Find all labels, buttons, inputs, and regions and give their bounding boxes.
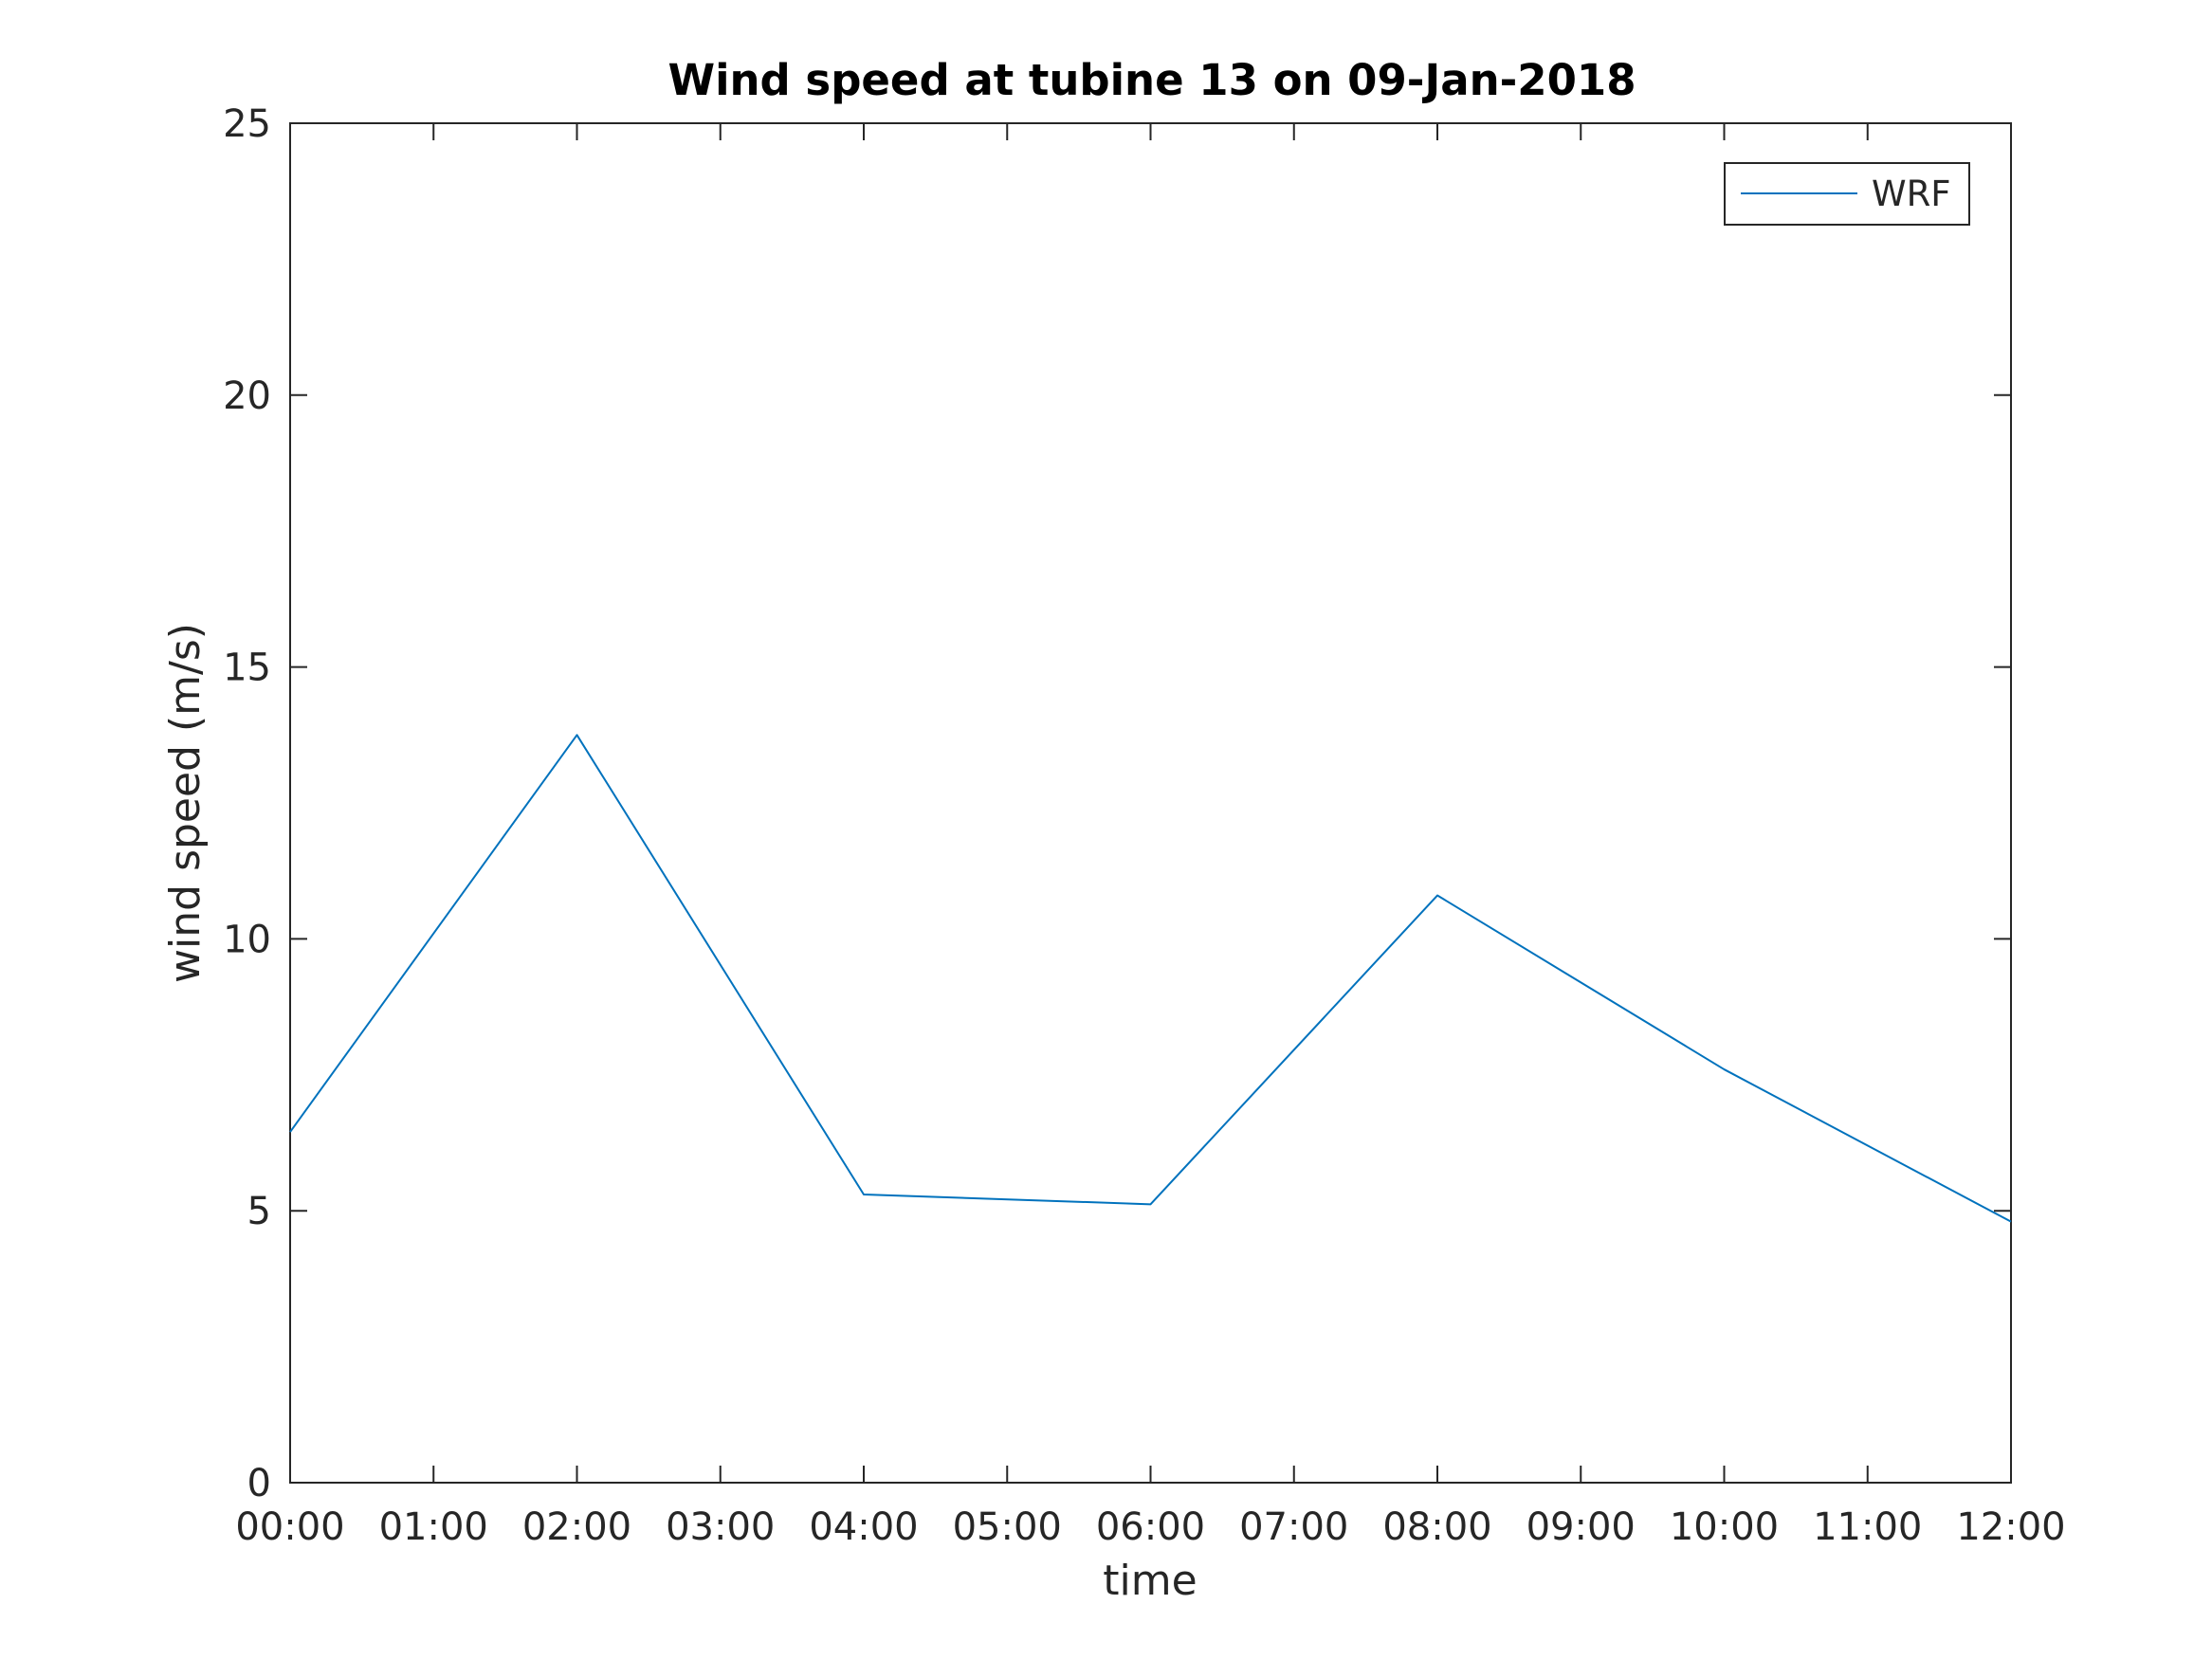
legend-label-wrf: WRF: [1872, 173, 1951, 214]
x-tick-label: 10:00: [1670, 1505, 1779, 1549]
y-tick-label: 10: [223, 918, 271, 961]
chart-title: Wind speed at tubine 13 on 09-Jan-2018: [667, 55, 1636, 105]
x-tick-label: 06:00: [1096, 1505, 1205, 1549]
x-tick-label: 09:00: [1526, 1505, 1636, 1549]
series-line-wrf: [289, 734, 2012, 1223]
data-point: [289, 1131, 291, 1133]
series-layer: [289, 734, 2012, 1223]
data-point: [863, 1194, 865, 1195]
x-tick-label: 11:00: [1813, 1505, 1922, 1549]
data-point: [1150, 1203, 1152, 1205]
y-axis: 0 5 10 15 20 25: [223, 102, 2011, 1505]
data-point: [1436, 895, 1438, 897]
plot-area: [289, 122, 2012, 1484]
x-tick-label: 12:00: [1956, 1505, 2065, 1549]
x-tick-label: 02:00: [522, 1505, 631, 1549]
x-axis-label: time: [1103, 1557, 1197, 1605]
data-point: [1724, 1068, 1726, 1070]
legend: WRF: [1724, 162, 1970, 226]
x-tick-label: 05:00: [953, 1505, 1062, 1549]
data-point: [2010, 1221, 2012, 1223]
y-tick-label: 25: [223, 102, 271, 146]
x-tick-label: 07:00: [1239, 1505, 1348, 1549]
y-axis-label: wind speed (m/s): [161, 623, 210, 983]
x-tick-label: 00:00: [235, 1505, 344, 1549]
y-tick-label: 20: [223, 374, 271, 418]
x-tick-label: 08:00: [1382, 1505, 1491, 1549]
y-tick-label: 0: [247, 1462, 271, 1505]
y-tick-label: 15: [223, 647, 271, 690]
x-tick-label: 01:00: [379, 1505, 488, 1549]
data-point: [576, 734, 578, 736]
x-tick-label: 04:00: [809, 1505, 918, 1549]
x-axis: 00:00 01:00 02:00 03:00 04:00 05:00 06:00 07:00…: [235, 123, 2066, 1549]
x-tick-label: 03:00: [666, 1505, 775, 1549]
y-tick-label: 5: [247, 1190, 271, 1233]
